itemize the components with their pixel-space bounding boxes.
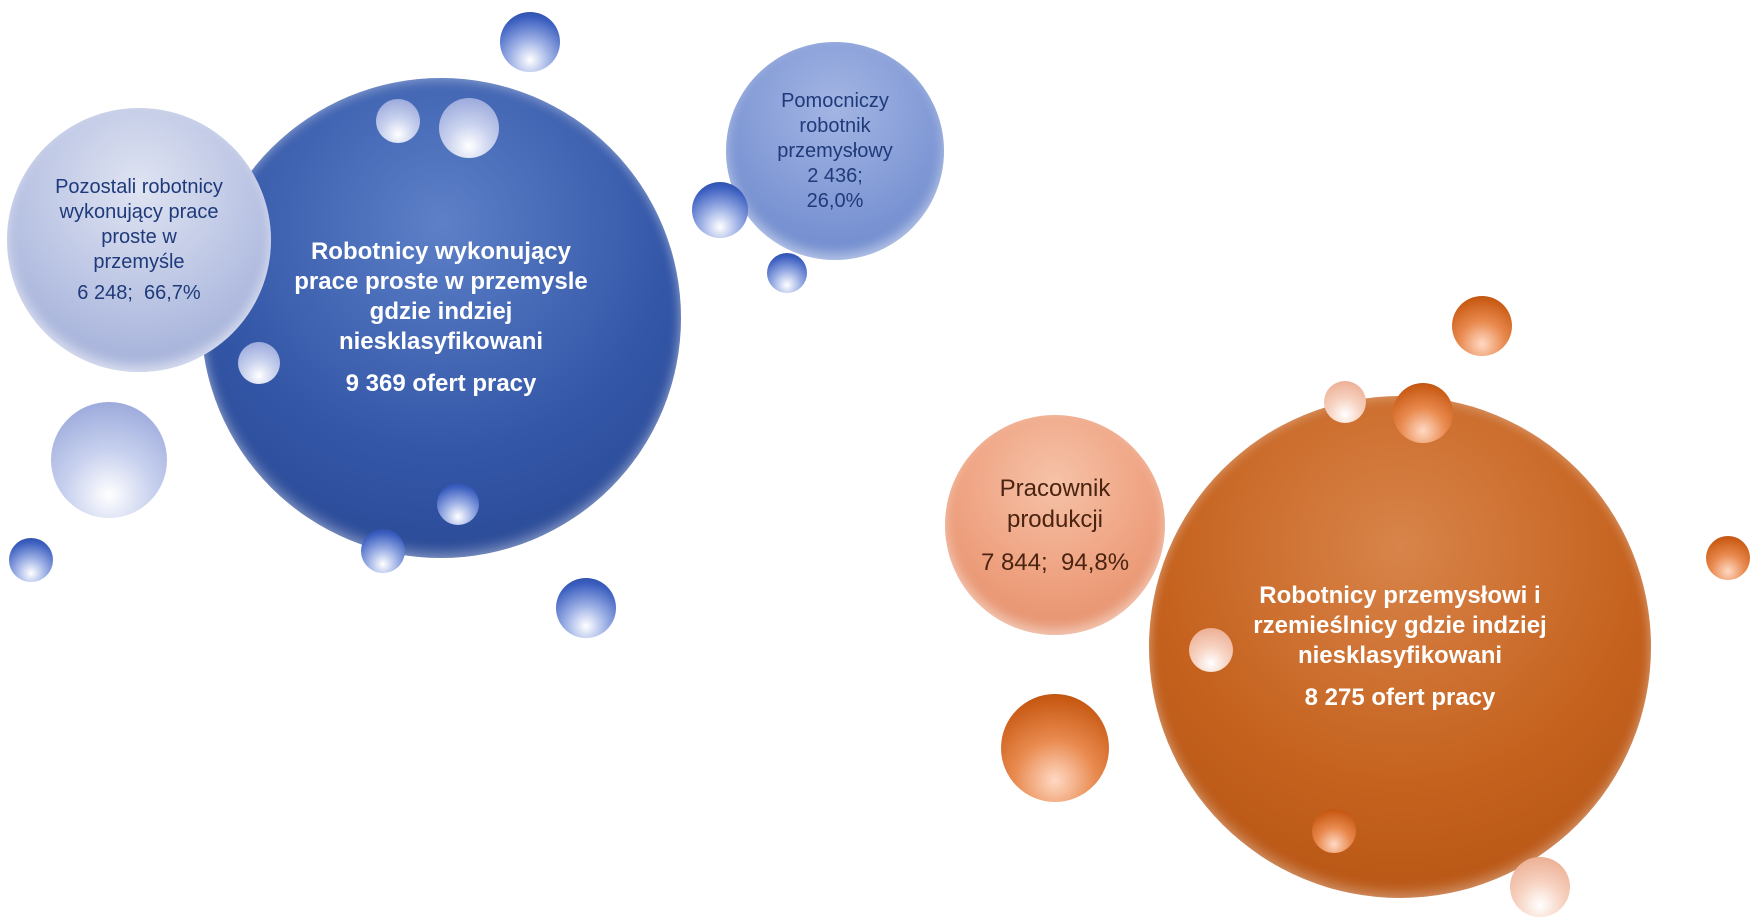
decor-bubble [439, 98, 499, 158]
group-bubble: Robotnicy wykonujący prace proste w prze… [201, 78, 681, 558]
decor-bubble [361, 529, 405, 573]
item-stats: 2 436; 26,0% [790, 164, 880, 214]
decor-bubble [376, 99, 420, 143]
group-offers: 9 369 ofert pracy [346, 369, 537, 399]
group-title: Robotnicy przemysłowi i rzemieślnicy gdz… [1220, 581, 1580, 671]
decor-bubble [1393, 383, 1453, 443]
decor-bubble [767, 253, 807, 293]
item-stats: 7 844; 94,8% [981, 547, 1129, 578]
item-bubble: Pozostali robotnicy wykonujący prace pro… [7, 108, 271, 372]
item-bubble: Pracownik produkcji 7 844; 94,8% [945, 415, 1165, 635]
decor-bubble [556, 578, 616, 638]
item-label: Pracownik produkcji [980, 473, 1130, 535]
decor-bubble [692, 182, 748, 238]
decor-bubble [1706, 536, 1750, 580]
item-bubble: Pomocniczy robotnik przemysłowy 2 436; 2… [726, 42, 944, 260]
decor-bubble [1510, 857, 1570, 917]
decor-bubble [1189, 628, 1233, 672]
item-stats: 6 248; 66,7% [77, 281, 200, 306]
item-label: Pomocniczy robotnik przemysłowy [760, 89, 910, 164]
group-title: Robotnicy wykonujący prace proste w prze… [276, 237, 606, 357]
decor-bubble [1312, 809, 1356, 853]
decor-bubble [1001, 694, 1109, 802]
decor-bubble [9, 538, 53, 582]
item-label: Pozostali robotnicy wykonujący prace pro… [54, 175, 224, 275]
group-offers: 8 275 ofert pracy [1305, 683, 1496, 713]
decor-bubble [1452, 296, 1512, 356]
decor-bubble [1324, 381, 1366, 423]
decor-bubble [500, 12, 560, 72]
page: Bubbles {"groups":[{"title":"Robotnicy w… [0, 0, 1750, 917]
decor-bubble [238, 342, 280, 384]
canvas: Robotnicy wykonujący prace proste w prze… [0, 0, 1750, 917]
decor-bubble [437, 483, 479, 525]
decor-bubble [51, 402, 167, 518]
